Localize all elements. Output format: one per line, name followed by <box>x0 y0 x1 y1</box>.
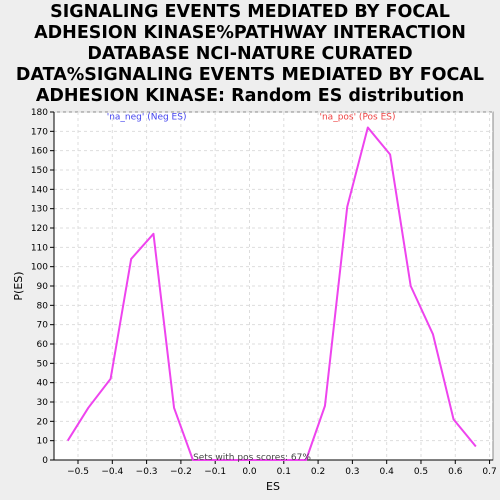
x-tick-label: 0.1 <box>277 467 291 477</box>
y-tick-label: 110 <box>31 243 48 253</box>
footer-note: Sets with pos scores: 67% <box>193 453 311 463</box>
chart-title: SIGNALING EVENTS MEDIATED BY FOCAL ADHES… <box>15 2 485 106</box>
x-tick-label: 0.5 <box>414 467 428 477</box>
x-tick-label: 0.7 <box>482 467 496 477</box>
y-tick-label: 20 <box>37 417 49 427</box>
x-tick-label: 0.3 <box>345 467 359 477</box>
y-tick-label: 50 <box>37 359 49 369</box>
y-tick-label: 40 <box>37 379 49 389</box>
y-tick-label: 180 <box>31 108 48 118</box>
x-tick-label: −0.4 <box>101 467 123 477</box>
y-tick-label: 80 <box>37 301 49 311</box>
y-tick-label: 90 <box>37 282 49 292</box>
x-tick-label: −0.1 <box>204 467 226 477</box>
axes: −0.5 −0.4 −0.3 −0.2 −0.1 0.0 0.1 0.2 0.3 0.4 0.5 0.… <box>31 108 497 477</box>
x-tick-label: 0.2 <box>311 467 325 477</box>
x-tick-label: −0.5 <box>67 467 89 477</box>
x-tick-label: 0.0 <box>242 467 257 477</box>
y-tick-label: 60 <box>37 340 49 350</box>
x-tick-label: −0.3 <box>136 467 158 477</box>
x-tick-label: 0.6 <box>448 467 463 477</box>
y-tick-label: 70 <box>37 321 49 331</box>
y-tick-label: 120 <box>31 224 48 234</box>
y-tick-label: 10 <box>37 437 49 447</box>
y-tick-label: 100 <box>31 263 48 273</box>
y-tick-label: 0 <box>42 456 48 466</box>
y-tick-label: 30 <box>37 398 49 408</box>
y-tick-label: 140 <box>31 185 48 195</box>
x-tick-label: −0.2 <box>170 467 192 477</box>
y-tick-label: 150 <box>31 166 48 176</box>
y-tick-label: 130 <box>31 205 48 215</box>
legend-label-neg: 'na_neg' (Neg ES) <box>107 113 187 123</box>
legend: 'na_neg' (Neg ES) 'na_pos' (Pos ES) <box>107 113 396 123</box>
x-axis-title: ES <box>266 480 280 493</box>
series <box>66 126 477 461</box>
series-line <box>66 126 477 461</box>
x-tick-label: 0.4 <box>380 467 395 477</box>
legend-label-pos: 'na_pos' (Pos ES) <box>320 113 396 123</box>
y-axis-title: P(ES) <box>12 271 25 300</box>
y-tick-label: 170 <box>31 127 48 137</box>
y-tick-label: 160 <box>31 147 48 157</box>
